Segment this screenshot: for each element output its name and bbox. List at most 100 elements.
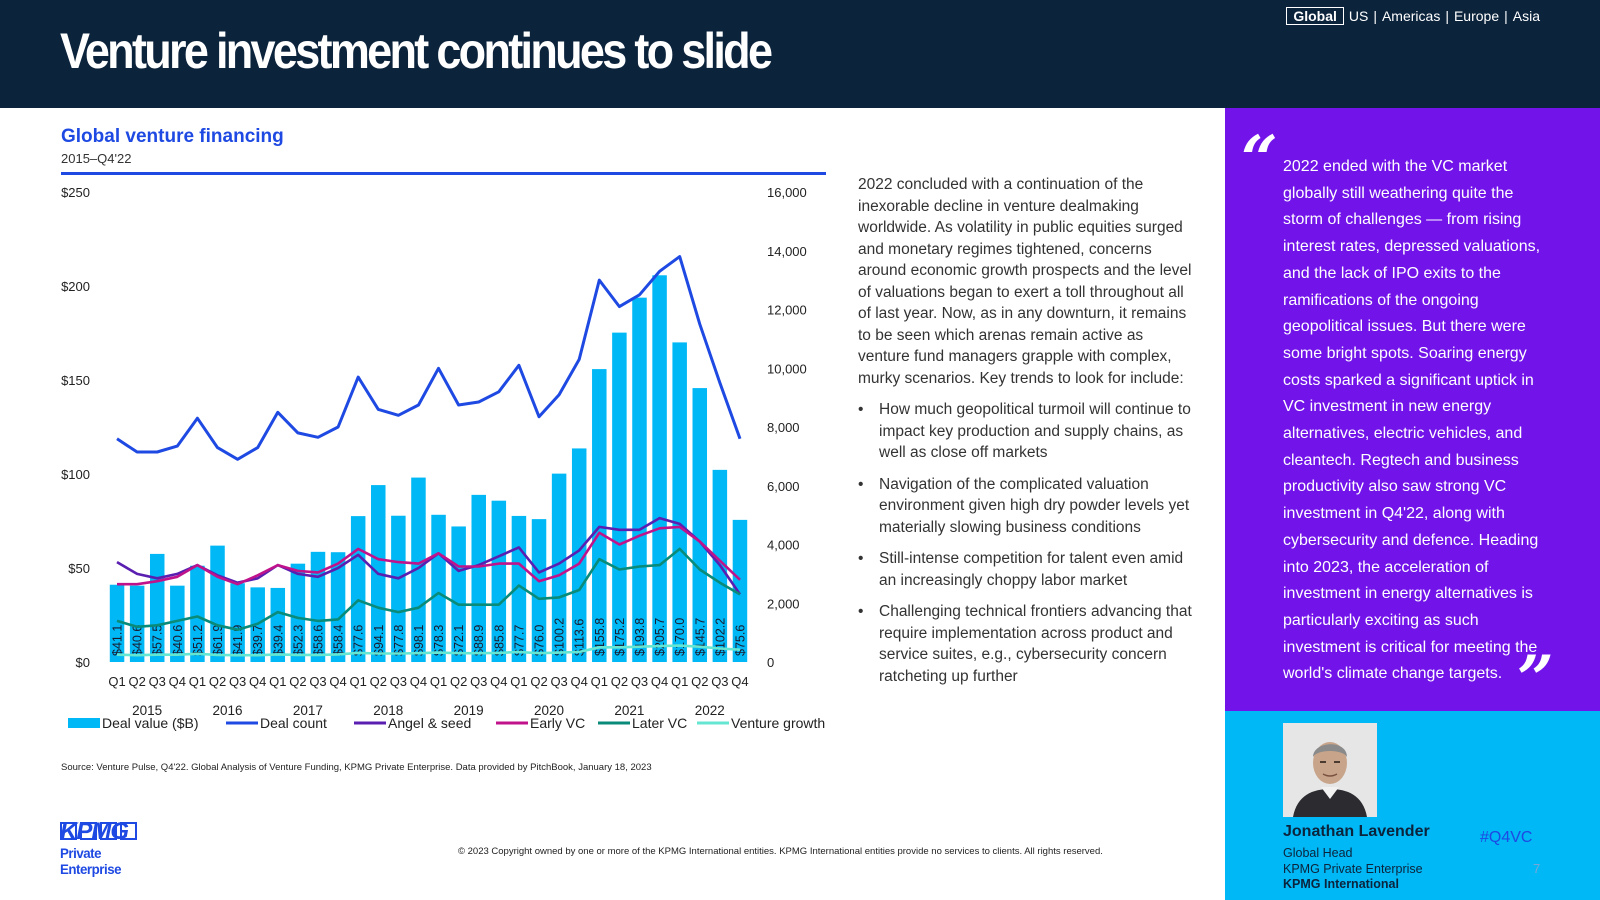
x-year-label: 2015 (132, 703, 162, 718)
deal-value-label: $72.1 (452, 625, 466, 656)
deal-value-label: $52.3 (291, 625, 305, 656)
region-tab-us[interactable]: US (1348, 8, 1369, 24)
deal-value-bar (391, 515, 406, 662)
x-year-label: 2017 (293, 703, 323, 718)
deal-value-label: $77.6 (352, 625, 366, 656)
legend-label: Deal value ($B) (102, 715, 199, 731)
deal-value-label: $88.9 (472, 625, 486, 656)
region-separator: | (1373, 8, 1377, 24)
deal-value-label: $100.2 (553, 618, 567, 656)
page-title: Venture investment continues to slide (60, 23, 773, 79)
legend-label: Venture growth (731, 715, 825, 731)
person-panel: Jonathan Lavender Global Head KPMG Priva… (1225, 711, 1600, 900)
region-tab-global[interactable]: Global (1286, 7, 1344, 25)
x-quarter-label: Q4 (249, 674, 266, 689)
x-quarter-label: Q3 (149, 674, 166, 689)
region-tab-europe[interactable]: Europe (1453, 8, 1500, 24)
venture-financing-chart: $250 $200 $150 $100 $50 $0 16,000 14,000 12,000 1… (61, 185, 825, 731)
deal-value-label: $175.2 (613, 618, 627, 656)
person-photo (1283, 723, 1377, 817)
deal-value-bar (330, 552, 346, 662)
x-quarter-label: Q1 (189, 674, 206, 689)
chart-subtitle: 2015–Q4'22 (61, 151, 132, 166)
deal-value-bar (652, 275, 667, 662)
y-right-tick-label: 16,000 (767, 185, 807, 200)
deal-value-label: $75.6 (733, 625, 747, 656)
trend-list: How much geopolitical turmoil will conti… (858, 399, 1198, 687)
deal-value-label: $39.7 (251, 625, 265, 656)
x-quarter-label: Q4 (169, 674, 186, 689)
deal-value-bar (531, 519, 547, 662)
legend-swatch (68, 718, 100, 728)
x-year-label: 2022 (695, 703, 725, 718)
deal-value-label: $77.8 (392, 625, 406, 656)
x-quarter-label: Q4 (410, 674, 427, 689)
deal-value-bar (632, 297, 647, 662)
x-quarter-label: Q1 (430, 674, 447, 689)
x-year-label: 2021 (614, 703, 644, 718)
source-note: Source: Venture Pulse, Q4'22. Global Ana… (61, 762, 652, 773)
x-quarter-label: Q3 (631, 674, 648, 689)
region-separator: | (1504, 8, 1508, 24)
deal-value-bar (230, 583, 245, 662)
x-quarter-label: Q2 (530, 674, 547, 689)
x-quarter-label: Q4 (731, 674, 748, 689)
x-quarter-label: Q3 (470, 674, 487, 689)
commentary-intro: 2022 concluded with a continuation of th… (858, 176, 1192, 387)
y-left-tick-label: $100 (61, 467, 90, 482)
header-bar: Venture investment continues to slide Gl… (0, 0, 1600, 108)
y-right-tick-label: 14,000 (767, 244, 807, 259)
logo-boxes (60, 822, 170, 840)
deal-value-label: $41.1 (111, 625, 125, 656)
y-right-tick-label: 8,000 (767, 420, 800, 435)
deal-value-label: $40.6 (131, 625, 145, 656)
deal-value-bar (109, 584, 125, 662)
deal-value-label: $85.8 (492, 625, 506, 656)
venture-growth-line (116, 644, 741, 657)
x-quarter-label: Q4 (571, 674, 588, 689)
x-quarter-label: Q4 (651, 674, 668, 689)
region-separator: | (1445, 8, 1449, 24)
chart-title-rule (61, 172, 826, 175)
x-quarter-label: Q3 (390, 674, 407, 689)
x-quarter-label: Q3 (711, 674, 728, 689)
legend-label: Early VC (530, 715, 585, 731)
x-quarter-label: Q4 (329, 674, 346, 689)
deal-value-bar (471, 494, 486, 662)
deal-value-bar (571, 448, 587, 662)
deal-value-bar (592, 369, 607, 662)
region-tab-asia[interactable]: Asia (1512, 8, 1540, 24)
trend-item: Challenging technical frontiers advancin… (858, 601, 1198, 687)
deal-value-label: $77.7 (512, 625, 526, 656)
region-tab-americas[interactable]: Americas (1381, 8, 1441, 24)
x-quarter-label: Q1 (350, 674, 367, 689)
x-quarter-label: Q2 (128, 674, 145, 689)
y-left-tick-label: $0 (76, 655, 90, 670)
deal-value-label: $58.6 (311, 625, 325, 656)
quote-text: 2022 ended with the VC market globally s… (1283, 158, 1541, 683)
hashtag-link[interactable]: #Q4VC (1480, 829, 1533, 846)
x-quarter-label: Q4 (490, 674, 507, 689)
x-year-label: 2018 (373, 703, 403, 718)
deal-value-label: $98.1 (412, 625, 426, 656)
close-quote-icon: ” (1517, 642, 1554, 717)
deal-value-bar (451, 526, 466, 662)
region-nav: Global US | Americas | Europe | Asia (1286, 7, 1540, 25)
deal-value-label: $76.0 (533, 625, 547, 656)
x-quarter-label: Q2 (450, 674, 467, 689)
trend-item: How much geopolitical turmoil will conti… (858, 399, 1198, 464)
page-number: 7 (1533, 861, 1541, 876)
trend-item: Navigation of the complicated valuation … (858, 474, 1198, 539)
deal-value-label: $51.2 (191, 625, 205, 656)
x-year-label: 2019 (454, 703, 484, 718)
x-quarter-label: Q1 (108, 674, 125, 689)
deal-value-label: $40.6 (171, 625, 185, 656)
x-quarter-label: Q2 (289, 674, 306, 689)
x-quarter-label: Q3 (309, 674, 326, 689)
quote-panel: “ 2022 ended with the VC market globally… (1225, 108, 1600, 717)
y-right-tick-label: 4,000 (767, 538, 800, 553)
deal-value-bar (290, 563, 306, 662)
y-left-tick-label: $50 (68, 561, 90, 576)
deal-value-bar (551, 473, 567, 662)
person-org: KPMG International (1283, 877, 1399, 891)
